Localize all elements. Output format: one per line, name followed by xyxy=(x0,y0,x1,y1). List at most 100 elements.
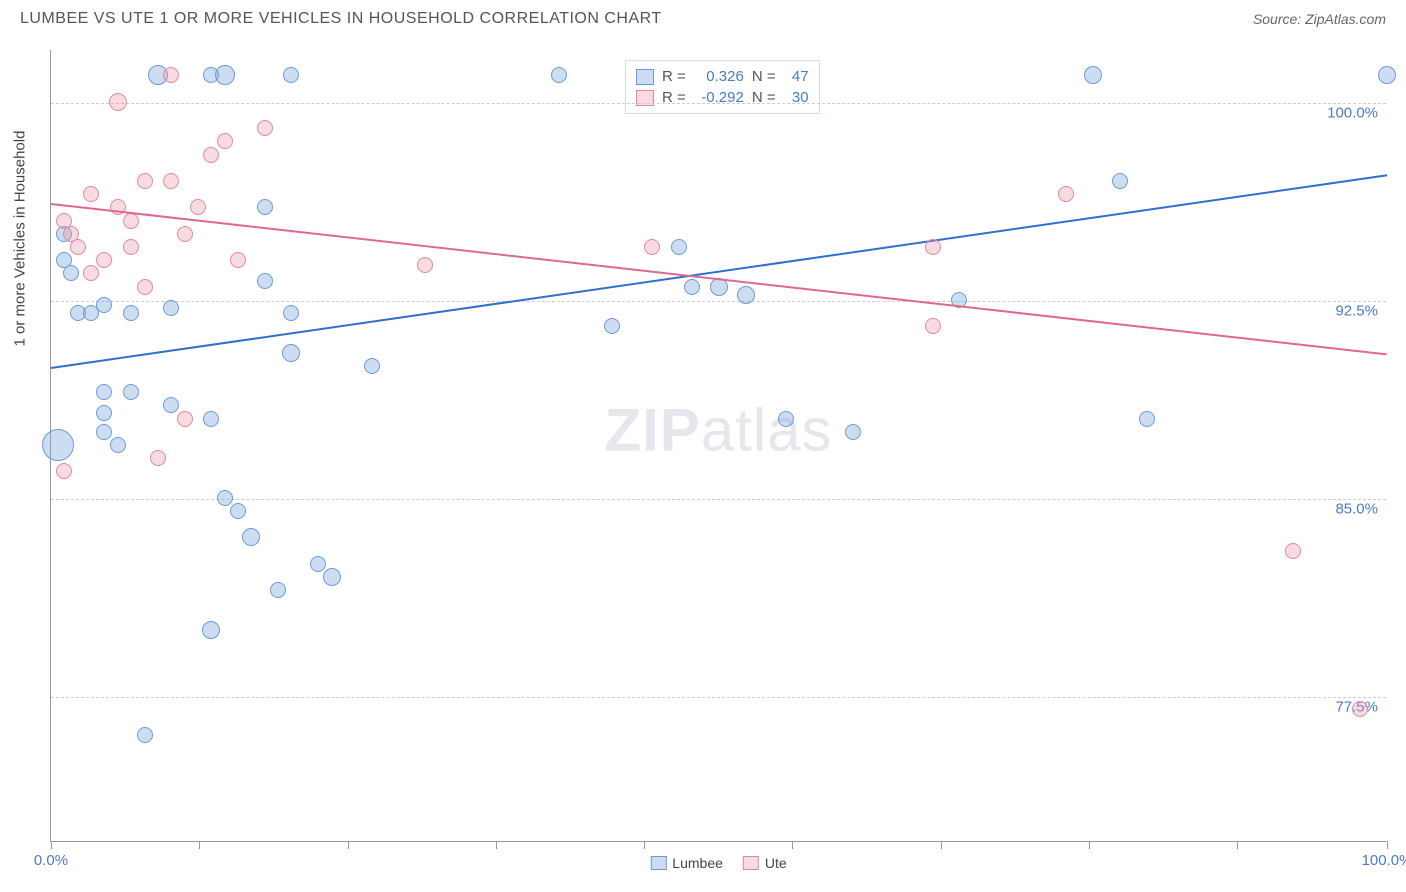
x-axis-label: 0.0% xyxy=(34,852,68,869)
scatter-point xyxy=(177,411,193,427)
y-axis-title: 1 or more Vehicles in Household xyxy=(12,131,29,347)
gridline xyxy=(51,697,1386,698)
scatter-point xyxy=(671,239,687,255)
x-axis-tick xyxy=(199,841,200,849)
scatter-point xyxy=(70,239,86,255)
scatter-point xyxy=(215,65,235,85)
stats-n-value: 47 xyxy=(784,68,809,85)
legend-item: Ute xyxy=(743,855,787,871)
scatter-point xyxy=(63,265,79,281)
scatter-point xyxy=(604,318,620,334)
scatter-point xyxy=(96,252,112,268)
chart-header: LUMBEE VS UTE 1 OR MORE VEHICLES IN HOUS… xyxy=(0,0,1406,33)
scatter-point xyxy=(163,173,179,189)
scatter-point xyxy=(778,411,794,427)
scatter-point xyxy=(203,411,219,427)
trend-line xyxy=(51,174,1387,369)
scatter-point xyxy=(202,621,220,639)
trend-line xyxy=(51,203,1387,355)
scatter-point xyxy=(845,424,861,440)
scatter-point xyxy=(163,397,179,413)
scatter-point xyxy=(163,300,179,316)
scatter-point xyxy=(417,257,433,273)
x-axis-tick xyxy=(792,841,793,849)
scatter-point xyxy=(270,582,286,598)
scatter-point xyxy=(123,305,139,321)
scatter-point xyxy=(42,429,74,461)
scatter-point xyxy=(137,173,153,189)
scatter-point xyxy=(1352,701,1368,717)
scatter-point xyxy=(257,273,273,289)
scatter-point xyxy=(110,437,126,453)
stats-r-label: R = xyxy=(662,68,686,85)
scatter-point xyxy=(684,279,700,295)
scatter-point xyxy=(83,265,99,281)
scatter-point xyxy=(230,503,246,519)
scatter-point xyxy=(123,384,139,400)
scatter-point xyxy=(1285,543,1301,559)
scatter-point xyxy=(217,490,233,506)
legend-label: Ute xyxy=(765,855,787,871)
legend-item: Lumbee xyxy=(650,855,723,871)
scatter-point xyxy=(310,556,326,572)
x-axis-tick xyxy=(1237,841,1238,849)
scatter-chart: ZIPatlas R =0.326N =47R =-0.292N =30 Lum… xyxy=(50,50,1386,842)
gridline xyxy=(51,103,1386,104)
x-axis-tick xyxy=(941,841,942,849)
scatter-point xyxy=(283,305,299,321)
y-axis-label: 92.5% xyxy=(1335,302,1378,319)
scatter-point xyxy=(551,67,567,83)
scatter-point xyxy=(96,405,112,421)
scatter-point xyxy=(737,286,755,304)
scatter-point xyxy=(190,199,206,215)
chart-title: LUMBEE VS UTE 1 OR MORE VEHICLES IN HOUS… xyxy=(20,10,662,28)
scatter-point xyxy=(1058,186,1074,202)
chart-source: Source: ZipAtlas.com xyxy=(1253,11,1386,27)
gridline xyxy=(51,301,1386,302)
legend-swatch xyxy=(650,856,666,870)
stats-swatch xyxy=(636,69,654,85)
scatter-point xyxy=(925,239,941,255)
stats-row: R =-0.292N =30 xyxy=(636,87,809,108)
scatter-point xyxy=(150,450,166,466)
x-axis-tick xyxy=(51,841,52,849)
scatter-point xyxy=(1139,411,1155,427)
x-axis-tick xyxy=(496,841,497,849)
scatter-point xyxy=(1112,173,1128,189)
scatter-point xyxy=(364,358,380,374)
x-axis-label: 100.0% xyxy=(1362,852,1406,869)
x-axis-tick xyxy=(348,841,349,849)
x-axis-tick xyxy=(1089,841,1090,849)
legend-label: Lumbee xyxy=(672,855,723,871)
scatter-point xyxy=(83,186,99,202)
scatter-point xyxy=(230,252,246,268)
scatter-point xyxy=(177,226,193,242)
stats-r-value: 0.326 xyxy=(694,68,744,85)
scatter-point xyxy=(925,318,941,334)
y-axis-label: 100.0% xyxy=(1327,104,1378,121)
stats-legend-box: R = 0.326 N = 47 R =-0.292N =30 xyxy=(625,60,820,114)
scatter-point xyxy=(137,727,153,743)
scatter-point xyxy=(323,568,341,586)
gridline xyxy=(51,499,1386,500)
scatter-point xyxy=(282,344,300,362)
scatter-point xyxy=(644,239,660,255)
scatter-point xyxy=(1378,66,1396,84)
scatter-point xyxy=(242,528,260,546)
series-legend: Lumbee Ute xyxy=(650,855,786,871)
scatter-point xyxy=(203,147,219,163)
scatter-point xyxy=(96,297,112,313)
scatter-point xyxy=(123,239,139,255)
scatter-point xyxy=(1084,66,1102,84)
scatter-point xyxy=(137,279,153,295)
stats-n-label: N = xyxy=(752,68,776,85)
scatter-point xyxy=(163,67,179,83)
scatter-point xyxy=(109,93,127,111)
scatter-point xyxy=(257,120,273,136)
scatter-point xyxy=(123,213,139,229)
scatter-point xyxy=(56,463,72,479)
scatter-point xyxy=(257,199,273,215)
x-axis-tick xyxy=(644,841,645,849)
watermark: ZIPatlas xyxy=(604,395,832,464)
stats-row: R = 0.326 N = 47 xyxy=(636,66,809,87)
